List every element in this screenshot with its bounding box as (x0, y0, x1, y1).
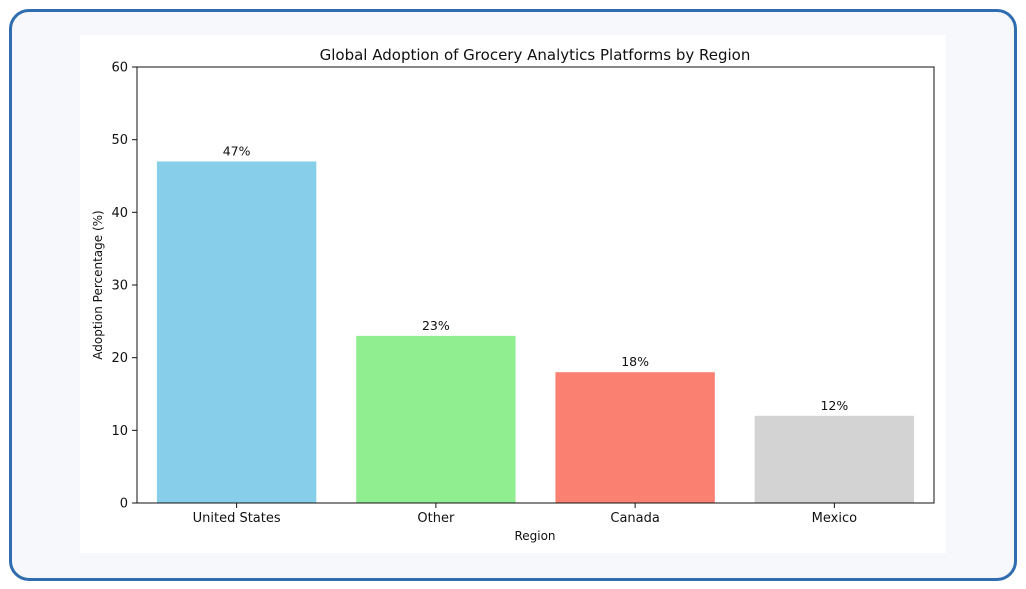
x-axis-ticks: United States Other Canada Mexico (193, 503, 857, 526)
y-tick-label: 60 (111, 61, 128, 76)
x-tick-label: Canada (610, 511, 659, 526)
y-axis-ticks: 0 10 20 30 40 50 60 (111, 61, 137, 512)
y-tick-label: 10 (111, 424, 128, 439)
plot-area-frame (136, 66, 935, 504)
bar (156, 161, 317, 503)
data-labels: 47% 23% 18% 12% (223, 143, 849, 412)
x-tick-label: United States (193, 511, 281, 526)
bar-value-label: 12% (820, 398, 848, 413)
bar (754, 415, 915, 503)
x-tick-label: Mexico (812, 511, 857, 526)
y-tick-label: 30 (111, 279, 128, 294)
bar-value-label: 18% (621, 354, 649, 369)
y-tick-label: 50 (111, 133, 128, 148)
y-axis-label: Adoption Percentage (%) (91, 210, 105, 359)
y-tick-label: 40 (111, 206, 128, 221)
bar-value-label: 47% (223, 143, 251, 158)
bar (555, 372, 715, 503)
bar (356, 335, 516, 503)
x-axis-label: Region (514, 529, 555, 543)
y-tick-label: 20 (111, 351, 128, 366)
bars (156, 161, 915, 503)
chart-title: Global Adoption of Grocery Analytics Pla… (320, 46, 751, 64)
x-tick-label: Other (417, 511, 455, 526)
y-tick-label: 0 (120, 497, 128, 512)
bar-value-label: 23% (422, 318, 450, 333)
